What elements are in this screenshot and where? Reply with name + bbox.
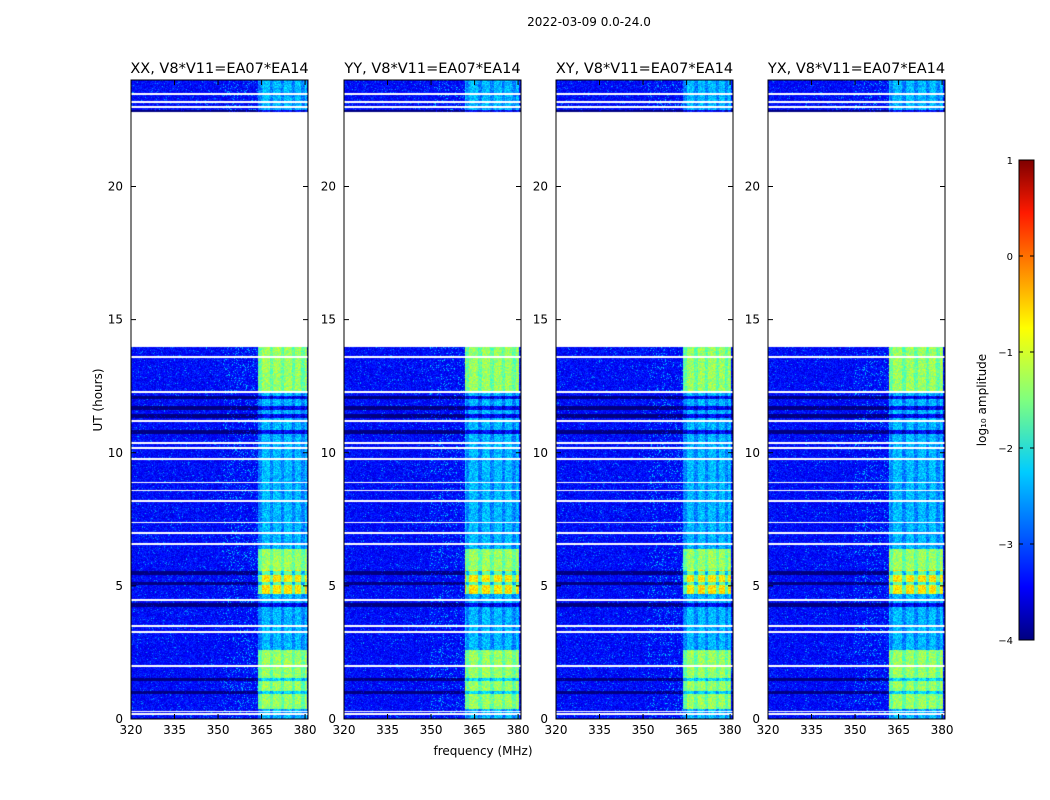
y-tick-label: 10 (321, 446, 336, 460)
y-tick-label: 0 (752, 712, 760, 726)
x-tick-label: 365 (250, 723, 273, 737)
x-tick-label: 380 (931, 723, 954, 737)
x-tick-label: 350 (420, 723, 443, 737)
x-tick-label: 320 (120, 723, 143, 737)
panel-3: XY, V8*V11=EA07*EA14 320 335 350 365 380 0 5 10 1… (533, 61, 742, 737)
x-tick-label: 320 (545, 723, 568, 737)
panel-title: YY, V8*V11=EA07*EA14 (343, 61, 520, 77)
x-tick-label: 365 (887, 723, 910, 737)
x-tick-label: 335 (163, 723, 186, 737)
colorbar-tick-label: −2 (998, 444, 1013, 455)
y-tick-label: 5 (328, 579, 336, 593)
colorbar-scale (1018, 159, 1035, 641)
y-tick-label: 20 (745, 180, 760, 194)
panel-frame (343, 79, 522, 720)
panel-heatmap (131, 80, 308, 719)
colorbar-tick-label: −4 (998, 636, 1013, 647)
colorbar-ticks: 1 0 −1 −2 −3 −4 (998, 156, 1034, 647)
panel-frame (555, 79, 734, 720)
x-tick-label: 320 (333, 723, 356, 737)
y-tick-label: 5 (115, 579, 123, 593)
panel-2: YY, V8*V11=EA07*EA14 320 335 350 365 380 0 5 10 1… (321, 61, 530, 737)
x-tick-label: 335 (588, 723, 611, 737)
x-tick-label: 350 (207, 723, 230, 737)
panel-title: XX, V8*V11=EA07*EA14 (130, 61, 308, 77)
y-tick-label: 5 (752, 579, 760, 593)
figure-title: 2022-03-09 0.0-24.0 (527, 15, 651, 29)
panel-4: YX, V8*V11=EA07*EA14 320 335 350 365 380 0 5 10 1… (745, 61, 954, 737)
panel-title: YX, V8*V11=EA07*EA14 (767, 61, 945, 77)
y-tick-label: 15 (321, 313, 336, 327)
y-tick-label: 5 (540, 579, 548, 593)
y-tick-label: 10 (745, 446, 760, 460)
colorbar-tick-label: 1 (1007, 156, 1013, 167)
panel-frame (130, 79, 309, 720)
x-tick-label: 350 (844, 723, 867, 737)
x-tick-label: 320 (757, 723, 780, 737)
colorbar: 1 0 −1 −2 −3 −4 log₁₀ amplitude (975, 156, 1035, 647)
colorbar-tick-label: −1 (998, 348, 1013, 359)
x-tick-label: 335 (376, 723, 399, 737)
y-tick-label: 20 (321, 180, 336, 194)
y-tick-label: 20 (533, 180, 548, 194)
x-tick-label: 380 (507, 723, 530, 737)
panel-heatmap (556, 80, 733, 719)
panel-heatmap (768, 80, 945, 719)
colorbar-label: log₁₀ amplitude (975, 354, 989, 446)
panel-title: XY, V8*V11=EA07*EA14 (556, 61, 733, 77)
x-tick-label: 380 (294, 723, 317, 737)
y-tick-label: 0 (328, 712, 336, 726)
x-tick-label: 335 (800, 723, 823, 737)
y-tick-label: 10 (533, 446, 548, 460)
panels-group: XX, V8*V11=EA07*EA14 320 335 350 365 380 0 5 10 1… (108, 61, 954, 737)
y-tick-label: 15 (745, 313, 760, 327)
panel-heatmap (344, 80, 521, 719)
y-tick-label: 0 (115, 712, 123, 726)
x-tick-label: 380 (719, 723, 742, 737)
panel-frame (767, 79, 946, 720)
y-tick-label: 15 (108, 313, 123, 327)
colorbar-tick-label: −3 (998, 540, 1013, 551)
y-axis-label: UT (hours) (91, 368, 105, 431)
colorbar-tick-label: 0 (1007, 252, 1013, 263)
x-tick-label: 365 (463, 723, 486, 737)
x-tick-label: 350 (632, 723, 655, 737)
y-tick-label: 20 (108, 180, 123, 194)
x-tick-label: 365 (675, 723, 698, 737)
y-tick-label: 15 (533, 313, 548, 327)
y-tick-label: 10 (108, 446, 123, 460)
x-axis-label: frequency (MHz) (433, 744, 532, 758)
panel-1: XX, V8*V11=EA07*EA14 320 335 350 365 380 0 5 10 1… (108, 61, 317, 737)
y-tick-label: 0 (540, 712, 548, 726)
